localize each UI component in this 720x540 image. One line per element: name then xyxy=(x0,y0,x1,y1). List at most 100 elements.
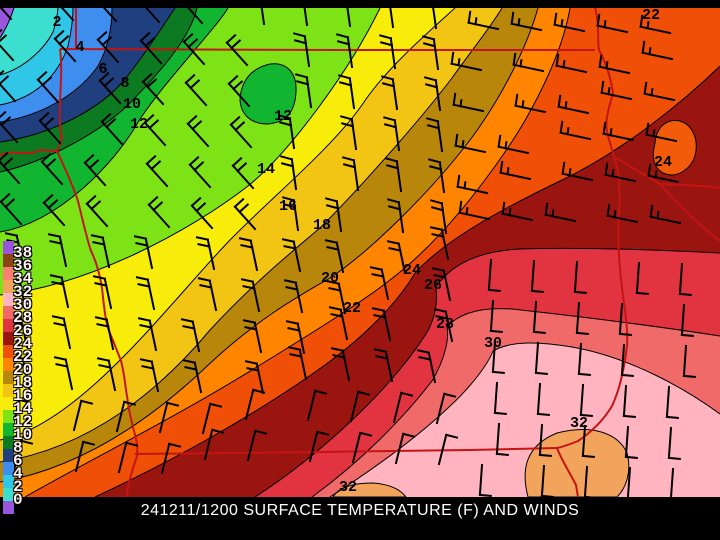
wind-barb-tick xyxy=(280,162,295,168)
wind-barb-tick xyxy=(575,331,589,335)
wind-barb-tick xyxy=(146,78,158,89)
wind-barb-staff xyxy=(682,344,688,377)
wind-barb-staff xyxy=(158,401,169,434)
wind-barb-tick xyxy=(562,60,566,69)
wind-barb-staff xyxy=(581,424,587,457)
wind-barb-staff xyxy=(478,463,484,496)
wind-barb-staff xyxy=(573,260,579,293)
wind-barb-tick xyxy=(373,348,387,353)
wind-barb-tick xyxy=(58,0,66,3)
wind-barb-tick xyxy=(371,273,385,278)
wind-barb-tick xyxy=(379,1,390,4)
wind-barb-tick xyxy=(665,415,679,419)
wind-barb-staff xyxy=(201,402,212,435)
wind-barb-staff xyxy=(489,299,495,332)
state-border-line-6 xyxy=(556,447,579,497)
wind-barb-tick xyxy=(386,198,401,204)
wind-barb-tick xyxy=(418,356,432,361)
wind-barb-staff xyxy=(100,120,124,146)
contour-label-32: 32 xyxy=(339,479,357,496)
wind-barb-staff xyxy=(290,158,298,191)
wind-barb-tick xyxy=(430,206,445,212)
wind-barb-staff xyxy=(649,215,682,225)
wind-barb-tick xyxy=(47,199,59,210)
wind-barb-tick xyxy=(342,163,357,169)
wind-barb-staff xyxy=(103,277,113,310)
wind-barb-staff xyxy=(444,310,454,343)
wind-barb-staff xyxy=(553,23,586,33)
wind-barb-staff xyxy=(115,400,126,433)
wind-barb-tick xyxy=(182,0,190,1)
wind-barb-tick xyxy=(512,52,517,66)
wind-barb-tick xyxy=(94,316,108,321)
wind-barb-tick xyxy=(336,40,351,46)
wind-barb-tick xyxy=(596,13,601,27)
wind-barb-tick xyxy=(680,333,694,337)
wind-barb-tick xyxy=(400,391,414,397)
wind-barb-staff xyxy=(435,392,446,425)
wind-barb-tick xyxy=(422,2,433,5)
wind-barb-tick xyxy=(195,236,209,241)
wind-barb-staff xyxy=(501,212,534,222)
wind-barb-staff xyxy=(303,8,309,27)
wind-barb-tick xyxy=(332,354,346,359)
wind-barb-staff xyxy=(225,41,249,67)
wind-barb-staff xyxy=(72,399,83,432)
wind-barb-tick xyxy=(92,275,106,280)
wind-barb-tick xyxy=(328,306,342,311)
wind-barb-tick xyxy=(182,359,196,364)
wind-barb-tick xyxy=(581,454,595,458)
wind-barb-staff xyxy=(74,440,85,473)
wind-barb-staff xyxy=(600,91,633,101)
wind-barb-staff xyxy=(536,382,542,415)
wind-barb-tick xyxy=(425,117,440,123)
wind-barb-tick xyxy=(139,31,151,43)
wind-barb-tick xyxy=(384,157,399,163)
contour-line-26 xyxy=(254,247,720,497)
wind-barb-tick xyxy=(242,319,256,324)
wind-barb-staff xyxy=(253,321,263,354)
contour-label-10: 10 xyxy=(123,96,141,113)
wind-barb-tick xyxy=(517,18,521,27)
wind-barb-staff xyxy=(534,341,540,374)
wind-barb-staff xyxy=(62,317,72,350)
wind-barb-tick xyxy=(499,160,504,174)
wind-barb-tick xyxy=(53,29,65,41)
wind-barb-tick xyxy=(277,114,292,120)
wind-barb-tick xyxy=(101,0,109,4)
wind-barb-staff xyxy=(641,51,674,61)
wind-barb-tick xyxy=(236,162,248,173)
wind-barb-tick xyxy=(144,37,156,48)
wind-barb-tick xyxy=(294,73,309,79)
wind-barb-staff xyxy=(96,38,120,64)
wind-barb-staff xyxy=(393,119,401,152)
wind-barb-tick xyxy=(386,240,400,245)
wind-barb-staff xyxy=(296,322,306,355)
wind-barb-tick xyxy=(137,317,151,322)
wind-barb-staff xyxy=(255,362,265,395)
wind-barb-tick xyxy=(51,281,65,286)
wind-barb-tick xyxy=(335,33,350,39)
wind-barb-staff xyxy=(0,160,21,185)
contour-label-22: 22 xyxy=(642,7,660,24)
wind-barb-tick xyxy=(287,346,301,351)
wind-barb-staff xyxy=(246,429,257,462)
cool-pocket-24-northeast xyxy=(652,119,697,176)
wind-barb-staff xyxy=(380,268,390,301)
wind-barb-staff xyxy=(335,200,343,233)
wind-barb-tick xyxy=(532,330,546,334)
wind-barb-tick xyxy=(152,201,164,212)
wind-barb-staff xyxy=(579,383,585,416)
contour-line-8 xyxy=(0,8,176,143)
contour-label-4: 4 xyxy=(75,39,84,56)
wind-barb-tick xyxy=(229,115,241,127)
wind-barb-tick xyxy=(649,204,654,218)
wind-barb-tick xyxy=(147,195,159,207)
wind-barb-tick xyxy=(373,314,387,319)
wind-barb-staff xyxy=(60,276,70,309)
wind-barb-staff xyxy=(639,25,672,35)
wind-barb-staff xyxy=(187,8,204,25)
wind-barb-tick xyxy=(80,399,94,405)
wind-barb-tick xyxy=(604,162,609,176)
wind-barb-tick xyxy=(2,157,14,168)
